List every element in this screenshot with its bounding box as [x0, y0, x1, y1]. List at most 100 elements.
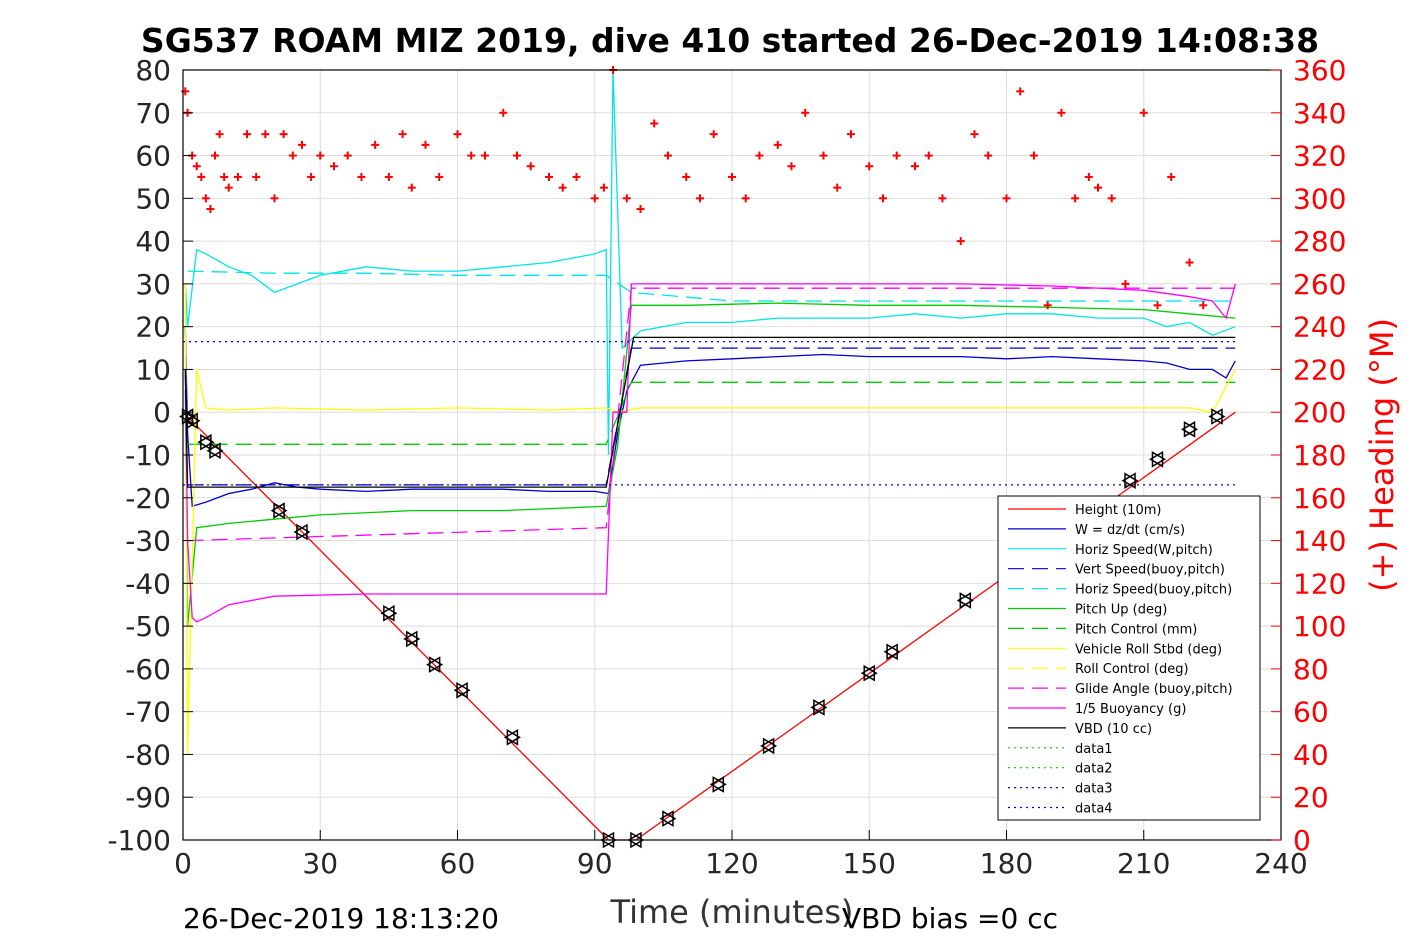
legend-label: data4 — [1075, 802, 1113, 817]
heading-point — [663, 151, 672, 160]
y2-tick-label: 320 — [1293, 140, 1346, 173]
x-tick-label: 90 — [577, 847, 613, 880]
series-line-vbd-10-cc — [184, 336, 1236, 488]
y-tick-label: 60 — [135, 140, 171, 173]
heading-point — [755, 151, 764, 160]
y-tick-label: 30 — [135, 268, 171, 301]
heading-point — [558, 183, 567, 192]
heading-point — [938, 194, 947, 203]
heading-point — [773, 140, 782, 149]
depth-marker — [206, 442, 224, 460]
x-tick-label: 150 — [843, 847, 896, 880]
heading-point — [453, 130, 462, 139]
heading-point — [499, 108, 508, 117]
legend-label: data1 — [1075, 742, 1113, 757]
y-tick-label: 70 — [135, 97, 171, 130]
y2-tick-label: 60 — [1293, 696, 1329, 729]
heading-point — [201, 194, 210, 203]
legend-label: Height (10m) — [1075, 503, 1161, 518]
legend-label: Glide Angle (buoy,pitch) — [1075, 682, 1233, 697]
heading-point — [878, 194, 887, 203]
heading-point — [1057, 108, 1066, 117]
y2-tick-label: 300 — [1293, 182, 1346, 215]
heading-point — [1016, 87, 1025, 96]
legend: Height (10m) W = dz/dt (cm/s) Horiz Speed(… — [997, 495, 1261, 821]
legend-entry: Glide Angle (buoy,pitch) — [1008, 682, 1233, 697]
legend-entry: data4 — [1008, 802, 1113, 817]
y2-tick-label: 220 — [1293, 353, 1346, 386]
legend-label: Horiz Speed(W,pitch) — [1075, 543, 1213, 558]
depth-markers — [179, 408, 1226, 849]
heading-point — [421, 140, 430, 149]
depth-marker — [1208, 408, 1226, 425]
legend-entry: Height (10m) — [1008, 503, 1161, 518]
footer-vbd-bias: VBD bias =0 cc — [842, 902, 1058, 935]
y-tick-label: 20 — [135, 311, 171, 344]
y2-tick-label: 140 — [1293, 525, 1346, 558]
legend-label: Vehicle Roll Stbd (deg) — [1075, 642, 1222, 657]
depth-marker — [659, 810, 677, 827]
x-tick-label: 60 — [440, 847, 476, 880]
legend-entry: Pitch Up (deg) — [1008, 603, 1167, 618]
legend-entry: data2 — [1008, 762, 1113, 777]
y2-tick-label: 20 — [1293, 781, 1329, 814]
depth-marker — [810, 699, 828, 716]
heading-point — [636, 205, 645, 214]
heading-point — [572, 172, 581, 181]
heading-point — [682, 172, 691, 181]
heading-point — [215, 130, 224, 139]
heading-point — [197, 172, 206, 181]
y-tick-label: -50 — [125, 610, 171, 643]
heading-point — [270, 194, 279, 203]
series-line-glide-angle-buoy-pitch — [187, 287, 1236, 542]
depth-marker — [1121, 472, 1139, 489]
y2-tick-label: 100 — [1293, 610, 1346, 643]
heading-point — [357, 172, 366, 181]
legend-label: Roll Control (deg) — [1075, 662, 1189, 677]
depth-marker — [883, 643, 901, 661]
x-tick-label: 120 — [705, 847, 758, 880]
heading-point — [545, 172, 553, 181]
heading-point — [297, 140, 306, 149]
heading-point — [599, 183, 608, 192]
series-line-horiz-speed-buoy-pitch — [187, 270, 1236, 302]
heading-point — [709, 130, 718, 139]
heading-point — [480, 151, 489, 160]
depth-marker — [183, 412, 201, 430]
heading-point — [384, 172, 393, 181]
x-tick-label: 180 — [980, 847, 1033, 880]
heading-point — [233, 172, 242, 181]
legend-label: Vert Speed(buoy,pitch) — [1075, 563, 1225, 578]
y-tick-label: -70 — [125, 696, 171, 729]
legend-label: data3 — [1075, 782, 1113, 797]
x-tick-label: 0 — [174, 847, 192, 880]
heading-point — [1084, 172, 1093, 181]
legend-entry: 1/5 Buoyancy (g) — [1008, 702, 1186, 717]
legend-label: Pitch Up (deg) — [1075, 603, 1167, 618]
y2-tick-label: 80 — [1293, 653, 1329, 686]
y-tick-label: 10 — [135, 353, 171, 386]
heading-point — [288, 151, 297, 160]
depth-marker — [380, 604, 398, 622]
y2-tick-label: 180 — [1293, 439, 1346, 472]
depth-marker — [1148, 450, 1166, 468]
y-tick-label: -100 — [107, 824, 171, 857]
legend-label: Horiz Speed(buoy,pitch) — [1075, 583, 1232, 598]
y-tick-label: 40 — [135, 225, 171, 258]
legend-entry: data1 — [1008, 742, 1113, 757]
legend-entry: Vehicle Roll Stbd (deg) — [1008, 642, 1222, 657]
heading-point — [1029, 151, 1038, 160]
heading-point — [787, 162, 796, 171]
y2-tick-label: 340 — [1293, 97, 1346, 130]
depth-marker — [426, 656, 444, 673]
y-tick-label: 0 — [153, 396, 171, 429]
heading-point — [924, 151, 933, 160]
heading-point — [220, 172, 229, 181]
y-tick-label: -80 — [125, 738, 171, 771]
heading-point — [316, 151, 325, 160]
chart-title: SG537 ROAM MIZ 2019, dive 410 started 26… — [141, 21, 1319, 60]
legend-label: 1/5 Buoyancy (g) — [1075, 702, 1186, 717]
heading-point — [970, 130, 979, 139]
y2-tick-label: 40 — [1293, 738, 1329, 771]
